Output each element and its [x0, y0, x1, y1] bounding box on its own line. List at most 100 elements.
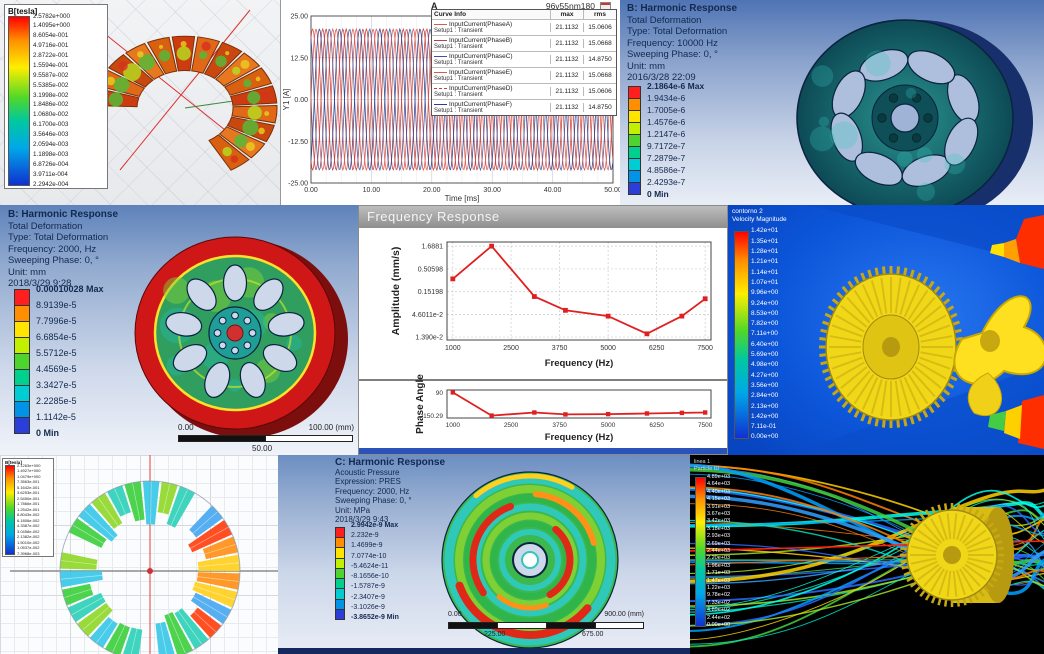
legend-value: 2.1263e+000 [17, 462, 41, 468]
svg-text:Time [ms]: Time [ms] [445, 194, 480, 203]
window-title-bar[interactable]: Frequency Response [359, 206, 727, 228]
scale-ruler: 0.00 900.00 (mm) 225.00 675.00 [448, 611, 644, 645]
velocity-contour-render [728, 205, 1044, 455]
legend-value: 5.5712e-5 [36, 348, 77, 358]
legend-value: 6.40e+00 [751, 340, 779, 348]
text-line: Unit: MPa [335, 505, 371, 515]
svg-text:6250: 6250 [649, 422, 664, 429]
legend-value: 4.15e+03 [707, 496, 731, 503]
legend-row: InputCurrent(PhaseE) Setup1 : Transient … [432, 67, 616, 83]
result-header: B: Harmonic Response Total Deformation Typ… [627, 3, 737, 84]
panel-acoustic-pressure: C: Harmonic Response Acoustic Pressure Exp… [278, 455, 690, 654]
svg-text:2500: 2500 [504, 422, 519, 429]
svg-text:1.390e-2: 1.390e-2 [415, 335, 443, 342]
colorbar-band [14, 417, 30, 434]
rainbow-gradient-bar [8, 16, 30, 186]
legend-value: 2.232e-9 [351, 532, 379, 540]
svg-text:20.00: 20.00 [423, 187, 441, 194]
colorbar-b-tesla-ring: B[tesla] 2.1263e+000 1.4927e+000 1.0479e+0… [2, 458, 54, 557]
legend-value: 3.9711e-004 [33, 170, 68, 178]
legend-value: 1.96e+03 [707, 562, 731, 569]
legend-value: 7.3968e-003 [17, 550, 40, 556]
text-line: Frequency: 2000, Hz [8, 243, 97, 255]
streamlines-render [690, 463, 1044, 648]
curve-color-swatch [434, 87, 447, 89]
legend-value: 0.00010028 Max [36, 284, 104, 294]
svg-text:Frequency (Hz): Frequency (Hz) [545, 358, 614, 369]
scale-label-center: 50.00 [252, 444, 273, 453]
window-frequency-response: Frequency Response 1.6881 0.50598 0.15198 4… [358, 205, 728, 455]
text-line: Type: Total Deformation [627, 26, 728, 37]
colorbar-band [628, 182, 641, 195]
legend-value: 8.6054e-001 [33, 32, 69, 40]
legend-value: 3.56e+00 [751, 381, 779, 389]
curve-color-swatch [434, 103, 447, 105]
legend-value: 5.1642e-001 [17, 484, 40, 490]
legend-value: 0.00e+00 [751, 433, 779, 441]
scale-label-q1: 225.00 [484, 631, 506, 638]
legend-value: 3.0458e-002 [17, 528, 40, 534]
colorbar-deformation-top: 2.1864e-6 Max 1.9434e-6 1.7005e-6 1.4576e-6… [628, 81, 748, 199]
legend-value: -2.3407e-9 [351, 593, 385, 601]
legend-value: 3.3427e-5 [36, 380, 77, 390]
frequency-response-charts: 1.68810.505980.151984.6011e-21.390e-2100… [359, 241, 727, 443]
svg-text:1000: 1000 [445, 345, 461, 352]
legend-value: 0 Min [647, 189, 669, 199]
colorbar-band [14, 305, 30, 322]
legend-value: 2.20e+03 [707, 555, 731, 562]
scale-ruler: 0.00 100.00 (mm) 50.00 [178, 423, 354, 455]
svg-text:1000: 1000 [446, 422, 461, 429]
legend-value: 1.5010e-002 [17, 539, 40, 545]
panel-bfield-torus: B[tesla] 2.5782e+000 1.4095e+000 8.6054e-0… [0, 0, 280, 205]
legend-value: 1.07e+01 [751, 278, 779, 286]
colorbar-band [14, 337, 30, 354]
svg-text:Amplitude (mm/s): Amplitude (mm/s) [390, 247, 402, 336]
legend-value: 1.1142e-5 [36, 412, 76, 422]
legend-value: 2.9942e-9 Max [351, 522, 399, 529]
colorbar-acoustic: 2.9942e-9 Max 2.232e-9 1.4699e-9 7.0774e-10… [335, 522, 455, 621]
legend-row: InputCurrent(PhaseC) Setup1 : Transient … [432, 51, 616, 67]
chart-title: A [431, 1, 438, 11]
text-line: Expression: PRES [335, 477, 401, 486]
legend-value: 2.1382e-002 [17, 534, 40, 540]
svg-text:7500: 7500 [698, 422, 713, 429]
velocity-colorbar-labels: 1.42e+01 1.35e+01 1.28e+01 1.21e+01 1.14e+01… [751, 227, 801, 441]
velocity-colorbar-title: contorno 2 Velocity Magnitude [732, 208, 787, 223]
legend-value: 1.4927e+000 [17, 468, 41, 474]
text-line: Sweeping Phase: 0, ° [627, 49, 718, 60]
legend-value: 1.7005e-6 [647, 105, 686, 115]
legend-value: 1.2147e-6 [647, 129, 686, 139]
svg-text:0.15198: 0.15198 [418, 289, 443, 296]
svg-text:3750: 3750 [552, 422, 567, 429]
legend-value: 7.11e+00 [751, 330, 778, 338]
legend-value: 6.8726e-004 [33, 160, 69, 168]
svg-text:0.00: 0.00 [294, 97, 308, 104]
text-line: Unit: mm [8, 266, 46, 278]
legend-value: 2.5450e-001 [17, 495, 40, 501]
curve-color-swatch [434, 71, 447, 73]
colorbar-b-tesla-torus: B[tesla] 2.5782e+000 1.4095e+000 8.6054e-0… [4, 4, 108, 189]
legend-value: 1.42e+00 [751, 412, 779, 420]
legend-value: 9.5587e-002 [33, 71, 69, 79]
legend-value: 4.9716e-001 [33, 42, 69, 50]
legend-value: 3.1998e-002 [33, 91, 69, 99]
legend-value: 2.4293e-7 [647, 177, 686, 187]
scale-label-right: 100.00 (mm) [308, 423, 354, 432]
svg-text:4.6011e-2: 4.6011e-2 [412, 312, 443, 319]
curve-color-swatch [434, 55, 447, 57]
svg-text:12.50: 12.50 [290, 55, 308, 62]
legend-value: 2.93e+03 [707, 533, 731, 540]
legend-value: 3.91e+03 [707, 503, 731, 510]
panel-harmonic-10000hz: B: Harmonic Response Total Deformation Typ… [620, 0, 1044, 205]
legend-value: 2.8722e-001 [33, 52, 69, 60]
result-header: B: Harmonic Response Total Deformation Typ… [8, 209, 118, 290]
text-line: Sweeping Phase: 0, ° [8, 255, 99, 266]
text-line: B: Harmonic Response [627, 3, 738, 14]
svg-text:0.50598: 0.50598 [418, 266, 443, 273]
legend-value: 5.5385e-002 [33, 81, 69, 89]
legend-value: 7.0774e-10 [351, 552, 387, 560]
svg-text:5000: 5000 [600, 345, 616, 352]
svg-text:Frequency (Hz): Frequency (Hz) [545, 432, 614, 443]
legend-value: 1.71e+03 [707, 570, 731, 577]
legend-value: 1.35e+01 [751, 237, 779, 245]
